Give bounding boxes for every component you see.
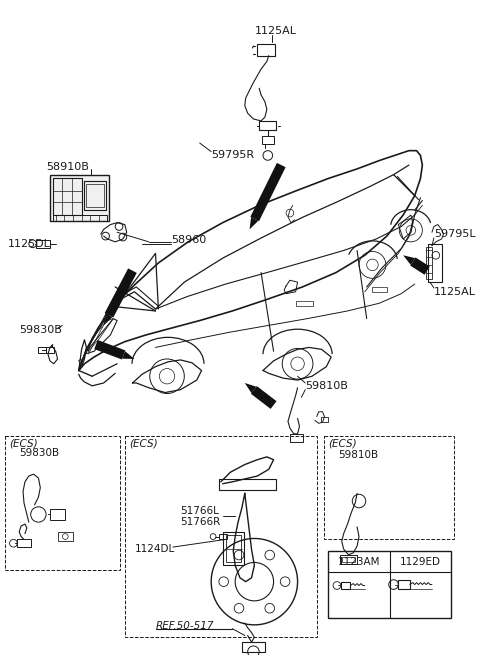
Text: (ECS): (ECS) [130,438,158,448]
Bar [426,246,432,279]
Bar [219,534,227,540]
Text: 1125AL: 1125AL [254,25,296,35]
Text: 59830B: 59830B [19,325,62,335]
Bar [50,509,65,520]
Text: REF.50-517: REF.50-517 [156,621,214,631]
Text: 59810B: 59810B [305,381,348,391]
Bar [36,240,50,248]
Text: 1125AL: 1125AL [434,287,476,297]
Bar [86,184,104,207]
Bar [328,551,451,618]
Bar [223,532,244,565]
Text: 59795R: 59795R [211,150,254,160]
Polygon shape [250,217,258,229]
Text: 51766R: 51766R [180,517,221,527]
Text: 1123AM: 1123AM [338,556,380,566]
Polygon shape [104,313,113,325]
Bar [259,121,276,130]
Bar [324,436,454,540]
Bar [219,479,276,490]
Bar [50,174,109,220]
Text: 1129ED: 1129ED [400,556,441,566]
Text: 59830B: 59830B [19,448,60,458]
Bar [257,44,275,55]
Bar [84,182,106,210]
Bar [58,532,73,541]
Polygon shape [122,351,134,359]
Text: (ECS): (ECS) [10,438,38,448]
Bar [125,436,317,637]
Bar [321,417,328,422]
Polygon shape [245,383,256,393]
Text: 59810B: 59810B [338,450,378,460]
Text: 58910B: 58910B [46,162,89,172]
Bar [53,178,82,215]
Text: 58960: 58960 [171,235,206,245]
Bar [5,436,120,570]
Text: 51766L: 51766L [180,506,219,516]
Bar [226,534,241,562]
Polygon shape [403,255,415,265]
Bar [17,540,31,547]
Bar [341,582,350,589]
Bar [38,347,46,353]
Text: 59795L: 59795L [434,229,476,239]
Bar [242,642,265,652]
Bar [342,556,355,562]
Text: 1124DL: 1124DL [134,544,175,554]
Bar [53,215,107,220]
Bar [290,434,303,442]
Text: 1125DL: 1125DL [8,238,50,248]
Bar [372,287,387,292]
Text: (ECS): (ECS) [328,438,357,448]
Bar [296,301,313,306]
Bar [46,347,54,353]
Bar [340,555,357,564]
Bar [262,136,274,144]
Bar [398,580,410,589]
Bar [428,244,442,282]
